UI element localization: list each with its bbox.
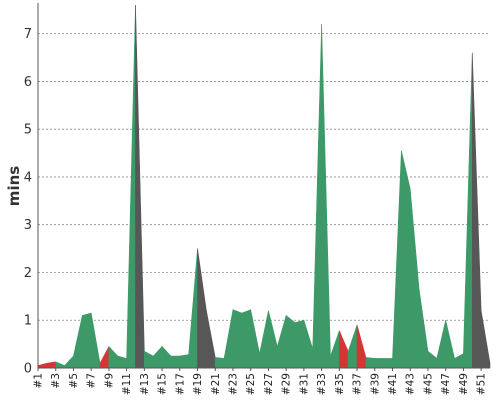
area-segment-#12 [135,4,145,369]
area-segment-#17 [179,354,189,369]
area-segment-#41 [392,150,402,369]
x-tick-label: #23 [227,373,239,395]
x-tick-label: #17 [174,373,186,395]
area-segment-#33 [321,24,331,369]
x-tick-label: #9 [103,373,115,388]
x-tick-label: #25 [245,373,257,395]
area-segment-#18 [188,248,198,369]
x-tick-label: #39 [369,373,381,395]
area-segment-#48 [454,353,464,369]
y-tick-label: 0 [24,362,32,377]
area-segment-#24 [241,309,252,369]
area-segment-#5 [73,315,83,369]
x-tick-label: #7 [86,373,98,388]
x-tick-label: #1 [33,373,45,388]
area-segment-#30 [294,319,305,369]
area-segment-#22 [223,309,234,369]
area-segment-#32 [312,24,322,369]
area-segment-#19 [197,248,207,369]
grid [38,33,490,321]
x-tick-label: #41 [387,373,399,395]
area-segment-#50 [471,52,482,369]
area-segment-#6 [82,312,92,369]
area-segment-#13 [144,350,154,369]
area-segment-#14 [152,345,163,369]
x-tick-label: #13 [139,373,151,395]
area-segment-#1 [37,362,48,369]
area-segment-#31 [303,320,314,369]
area-segment-#44 [418,289,429,369]
x-tick-label: #43 [405,373,417,395]
x-tick-label: #35 [334,373,346,395]
area-segment-#7 [90,313,101,369]
area-segment-#51 [480,310,491,369]
area-series [37,4,491,369]
area-segment-#46 [436,320,446,369]
area-segment-#29 [285,314,296,369]
x-tick-label: #3 [50,373,62,388]
x-tick-label: #33 [316,373,328,395]
x-tick-label: #45 [422,373,434,395]
area-segment-#10 [117,355,127,369]
area-segment-#26 [259,310,269,369]
area-segment-#27 [268,310,278,369]
area-segment-#2 [46,361,57,369]
area-segment-#3 [55,361,65,369]
x-tick-label: #5 [68,373,80,388]
x-tick-labels: #1 #3 #5 #7 #9 #11 #13 #15 #17 #19 #21 #23 #25 #27 #29… [33,373,488,395]
x-tick-label: #49 [458,373,470,395]
area-segment-#20 [206,310,216,369]
area-segment-#35 [339,330,349,369]
area-segment-#21 [214,357,225,369]
area-segment-#43 [409,188,420,369]
y-tick-label: 5 [24,123,32,138]
area-segment-#34 [330,330,340,369]
area-segment-#47 [445,320,455,369]
axes [37,3,490,371]
area-segment-#11 [126,4,136,369]
y-tick-label: 3 [24,218,32,233]
area-segment-#25 [250,309,260,369]
area-segment-#40 [383,358,393,369]
y-tick-label: 4 [24,170,32,185]
area-segment-#16 [170,355,181,369]
area-segment-#49 [463,52,473,369]
y-tick-label: 6 [24,75,32,90]
area-segment-#45 [427,350,438,369]
area-segment-#39 [374,358,384,369]
area-segment-#4 [64,355,74,369]
area-segment-#23 [232,309,243,369]
x-tick-label: #15 [157,373,169,395]
x-tick-label: #19 [192,373,204,395]
area-segment-#9 [108,345,119,369]
x-tick-label: #47 [440,373,452,395]
y-tick-labels: 0 1 2 3 4 5 6 7 [24,27,32,376]
area-segment-#36 [347,324,358,369]
y-tick-label: 1 [24,314,32,329]
area-segment-#28 [276,315,287,369]
y-axis-title: mins [5,166,23,206]
x-tick-label: #27 [263,373,275,395]
x-tick-label: #31 [298,373,310,395]
x-tick-label: #29 [281,373,293,395]
y-tick-label: 7 [24,27,32,42]
area-segment-#42 [401,150,411,369]
area-segment-#8 [99,346,110,369]
x-tick-label: #11 [121,373,133,395]
y-tick-label: 2 [24,266,32,281]
x-tick-label: #21 [210,373,222,395]
x-tick-label: #37 [352,373,364,395]
x-tick-label: #51 [476,373,488,395]
area-segment-#38 [365,357,376,369]
area-segment-#37 [356,324,367,369]
area-segment-#15 [161,345,172,369]
